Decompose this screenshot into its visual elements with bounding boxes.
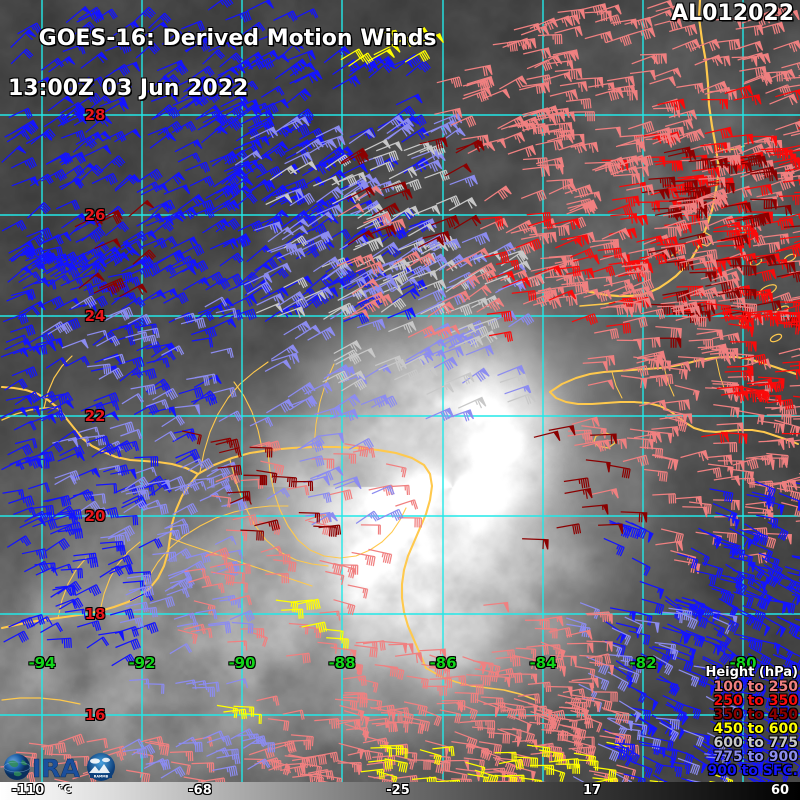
height-legend-row: 350 to 450 [713, 707, 798, 723]
logo-text: IRA [32, 754, 81, 782]
rammb-mountains [89, 764, 110, 773]
temperature-colorbar: -110 -68 -25 17 60 °C [0, 782, 800, 800]
rammb-badge-text: RAMMB [94, 774, 109, 778]
longitude-label: -82 [629, 654, 657, 672]
globe-landmass [8, 760, 27, 777]
colorbar-tick-label: -68 [188, 783, 212, 798]
height-legend: Height (hPa) 100 to 250 250 to 350 350 to … [705, 665, 798, 779]
latitude-label: 22 [84, 407, 106, 425]
globe-icon [4, 754, 30, 780]
height-legend-row: 250 to 350 [713, 693, 798, 709]
colorbar-unit-label: °C [58, 783, 72, 796]
height-legend-row: 450 to 600 [713, 721, 798, 737]
height-legend-rows: 100 to 250 250 to 350 350 to 450 450 to 600… [705, 680, 798, 778]
longitude-label: -90 [228, 654, 256, 672]
longitude-label: -86 [429, 654, 457, 672]
title-line-1: GOES-16: Derived Motion Winds [38, 26, 437, 51]
latitude-label: 20 [84, 507, 106, 525]
longitude-label: -84 [529, 654, 557, 672]
colorbar-tick-label: 60 [770, 783, 790, 798]
colorbar-tick-label: -110 [11, 783, 45, 798]
height-legend-title: Height (hPa) [705, 665, 798, 680]
longitude-label: -94 [28, 654, 56, 672]
colorbar-gradient [0, 782, 800, 800]
colorbar-tick-label: -25 [386, 783, 410, 798]
latitude-label: 26 [84, 206, 106, 224]
storm-id-label: AL012022 [671, 1, 794, 26]
longitude-label: -92 [128, 654, 156, 672]
height-legend-row: 100 to 250 [713, 679, 798, 695]
page-title: GOES-16: Derived Motion Winds 13:00Z 03 … [8, 1, 437, 151]
height-legend-row: 600 to 775 [713, 735, 798, 751]
longitude-label: -80 [729, 654, 757, 672]
latitude-label: 28 [84, 106, 106, 124]
title-line-2: 13:00Z 03 Jun 2022 [8, 76, 249, 101]
height-legend-row: 775 to 900 [713, 749, 798, 765]
height-legend-row: 900 to SFC. [707, 763, 798, 779]
longitude-label: -88 [328, 654, 356, 672]
latitude-label: 16 [84, 706, 106, 724]
latitude-label: 18 [84, 605, 106, 623]
cira-rammb-logo: IRA RAMMB [3, 753, 115, 782]
colorbar-tick-label: 17 [582, 783, 602, 798]
latitude-label: 24 [84, 307, 106, 325]
